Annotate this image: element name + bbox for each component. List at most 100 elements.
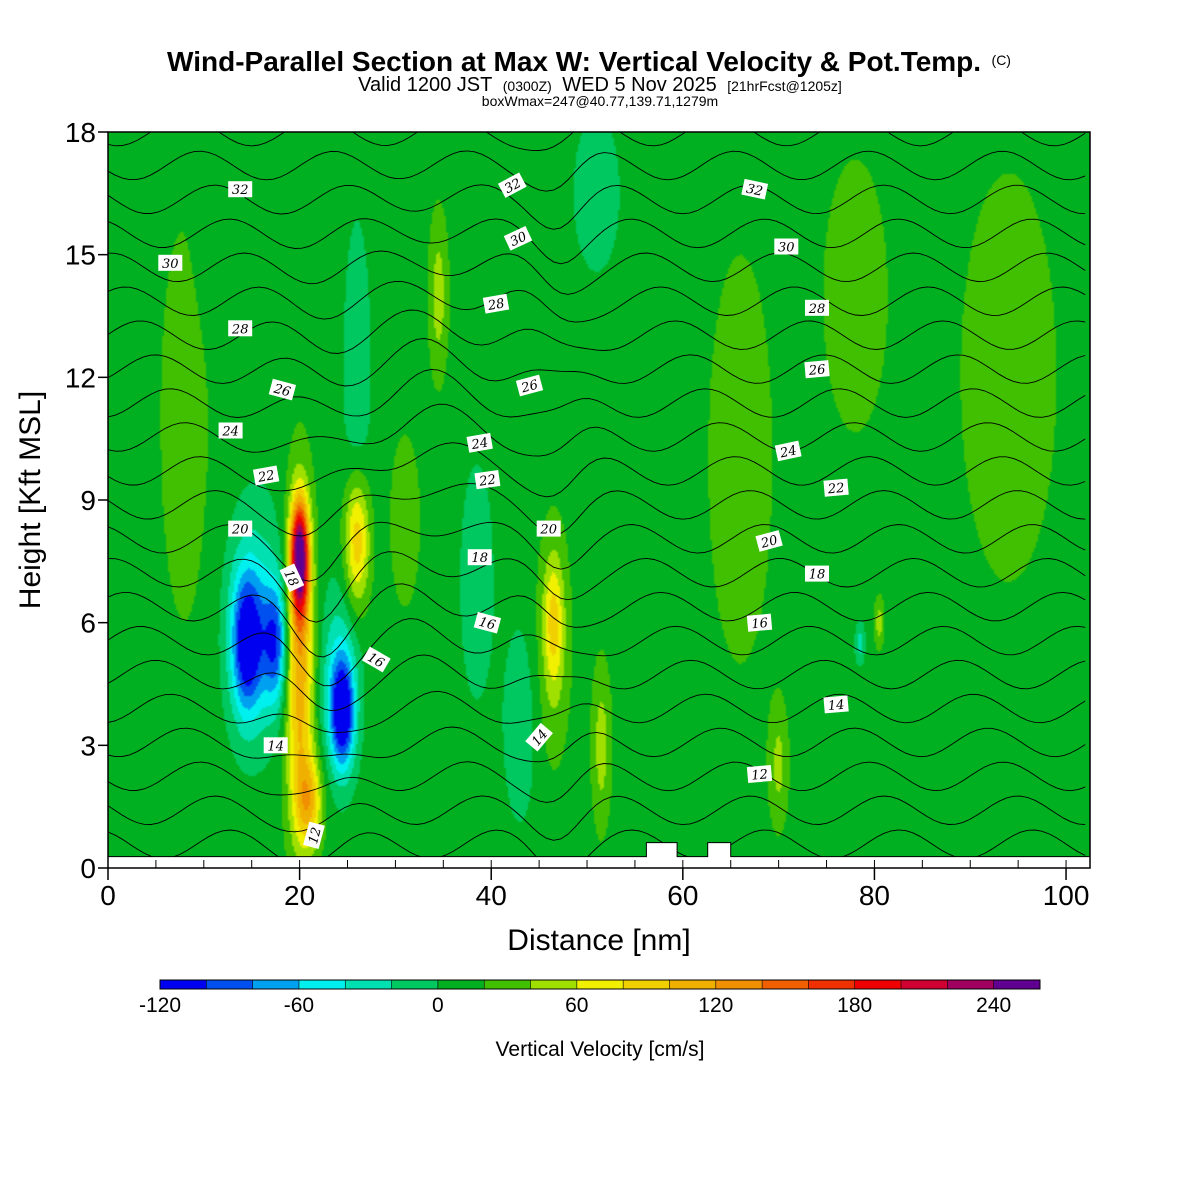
contour-label: 22 (252, 465, 280, 486)
y-tick-label: 6 (80, 608, 96, 639)
colorbar-swatch (437, 980, 485, 989)
colorbar-swatch (808, 980, 856, 989)
colorbar-swatch (345, 980, 392, 989)
colorbar-swatch (530, 980, 578, 989)
x-tick-label: 20 (284, 880, 315, 911)
contour-label-text: 14 (827, 698, 845, 714)
contour-label-text: 22 (256, 468, 276, 486)
contour-label: 32 (497, 172, 527, 198)
contour-label-box (279, 563, 305, 592)
colorbar-label: 60 (565, 994, 588, 1017)
contour-label-box (503, 225, 533, 251)
theta-contour-line (108, 132, 1086, 151)
contour-label: 32 (228, 181, 253, 198)
contour-label-text: 20 (759, 533, 780, 552)
contour-label: 12 (303, 821, 325, 849)
colorbar-swatch (576, 980, 624, 989)
plot-area: 32 32 32 30 30 30 28 28 28 26 26 26 24 24 24 22 22 22 20 20… (107, 131, 1091, 869)
contour-label: 14 (263, 737, 288, 754)
theta-contour-line (108, 795, 1086, 841)
contour-labels: 32 32 32 30 30 30 28 28 28 26 26 26 24 24 24 22 22 22 20 20… (158, 172, 849, 849)
contour-label: 32 (741, 178, 769, 200)
contour-label-text: 24 (470, 435, 490, 453)
contour-label: 18 (467, 549, 492, 566)
contour-label-text: 16 (477, 615, 497, 634)
contour-label: 20 (228, 520, 253, 538)
contour-label-box (218, 422, 243, 439)
contour-label-text: 28 (808, 302, 826, 317)
contour-label: 26 (804, 360, 830, 379)
contour-label: 22 (474, 470, 501, 490)
y-tick-label: 0 (80, 853, 96, 884)
x-axis: 0 20 40 60 80 100 (100, 868, 1089, 911)
y-axis-label: Height [Kft MSL] (14, 391, 47, 609)
contour-label-text: 18 (471, 551, 488, 566)
colorbar-swatch (762, 980, 809, 989)
contour-label-text: 22 (826, 481, 845, 497)
theta-contour-line (108, 829, 1086, 868)
contour-label: 26 (268, 378, 297, 400)
contour-label-box (823, 478, 849, 497)
colorbar-swatch (715, 980, 763, 989)
x-tick-label: 40 (476, 880, 507, 911)
contour-label-text: 12 (306, 826, 325, 846)
contour-label-box (228, 520, 253, 537)
contour-label-text: 14 (267, 739, 284, 754)
theta-contour-line (108, 483, 1086, 537)
colorbar-swatch (391, 980, 439, 989)
contour-label: 28 (805, 299, 829, 317)
theta-contour-line (108, 150, 1086, 192)
colorbar-label: -120 (139, 994, 181, 1017)
contour-label-box (525, 722, 553, 752)
contour-label-text: 18 (809, 568, 826, 583)
contour-label-text: 16 (751, 616, 769, 632)
contour-label-box (303, 821, 325, 849)
theta-contour-line (108, 280, 1086, 323)
contour-label: 28 (228, 320, 253, 337)
contour-label-text: 20 (539, 523, 557, 538)
y-tick-label: 12 (65, 362, 96, 393)
contour-label-box (746, 764, 773, 784)
theta-contour-line (108, 338, 1086, 387)
contour-label: 18 (279, 563, 305, 592)
x-tick-label: 0 (100, 880, 116, 911)
box-wmax-text: boxWmax=247@40.77,139.71,1279m (482, 93, 718, 109)
colorbar-swatch (160, 980, 207, 989)
contour-label-box (804, 360, 830, 379)
contour-label: 20 (755, 530, 783, 552)
colorbar-swatch (854, 980, 902, 989)
contour-label-box (361, 646, 391, 673)
contour-label-text: 32 (745, 182, 764, 200)
theta-contour-line (108, 184, 1086, 230)
contour-label-box (263, 737, 288, 754)
chart-subtitle: Valid 1200 JST (0300Z) WED 5 Nov 2025 [2… (358, 74, 842, 96)
contour-label-box (473, 611, 502, 634)
contour-label-text: 32 (232, 183, 249, 198)
contour-label-text: 30 (508, 229, 529, 250)
colorbar-swatch (623, 980, 670, 989)
contour-label-box (158, 254, 183, 271)
subtitle-utc: (0300Z) (503, 78, 552, 94)
colorbar-swatch (901, 980, 948, 989)
contour-label-text: 18 (280, 568, 301, 589)
colorbar-swatch (947, 980, 994, 989)
contour-label-box (466, 432, 493, 453)
contour-label: 30 (774, 238, 799, 256)
contour-label: 26 (515, 374, 544, 397)
contour-label-box (497, 172, 527, 198)
contour-label-box (774, 238, 799, 255)
theta-contour-line (108, 551, 1086, 623)
contour-label-box (252, 465, 280, 486)
contour-label-box (228, 181, 253, 198)
contour-label-text: 24 (221, 425, 239, 440)
y-tick-label: 3 (80, 730, 96, 761)
contour-label-box (228, 320, 253, 337)
contour-label-box (774, 440, 802, 462)
theta-contour-line (108, 442, 1086, 498)
contour-label: 24 (466, 432, 493, 453)
y-tick-label: 15 (65, 240, 96, 271)
subtitle-forecast: [21hrFcst@1205z] (727, 78, 842, 94)
contour-label-box (746, 613, 773, 632)
colorbar-swatch (993, 980, 1041, 989)
colorbar-label: 240 (976, 994, 1011, 1017)
